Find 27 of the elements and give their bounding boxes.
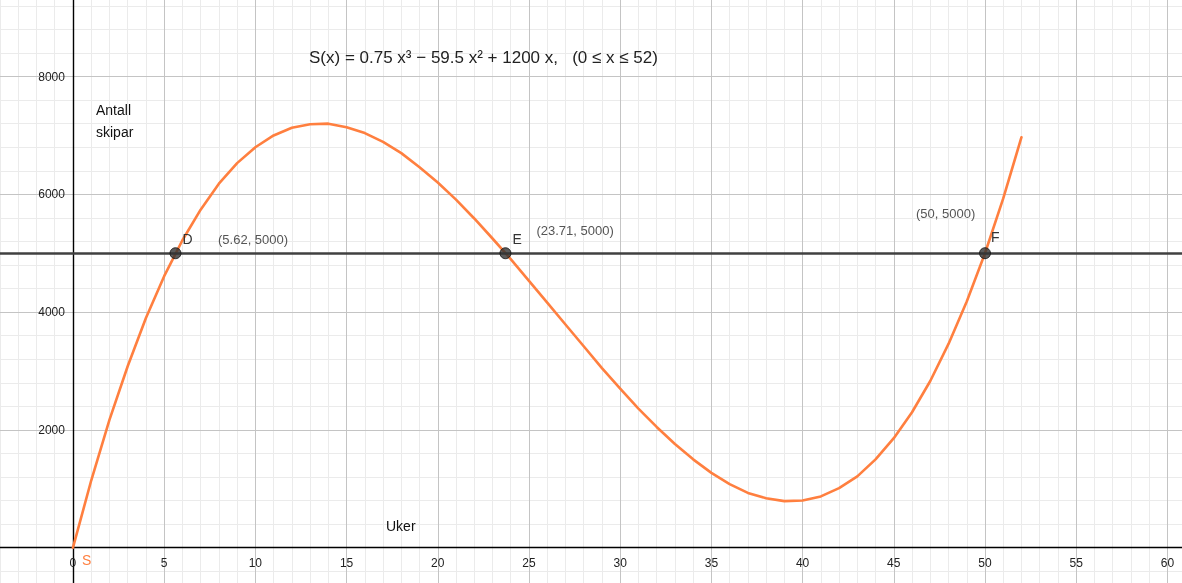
x-tick-label: 15 (339, 555, 354, 570)
annotation: F (991, 229, 1000, 246)
x-tick-label: 60 (1160, 555, 1175, 570)
x-tick-label: 30 (613, 555, 628, 570)
x-tick-label: 5 (160, 555, 168, 570)
series-label: S (81, 551, 92, 568)
y-tick-label: 4000 (38, 305, 66, 320)
line-series (71, 122, 1023, 549)
annotation: E (512, 231, 522, 248)
y-axis-title: Antall skipar (96, 102, 135, 140)
y-tick-label: 6000 (38, 187, 66, 202)
x-tick-label: 25 (522, 555, 536, 570)
x-tick-label: 10 (248, 555, 263, 570)
x-tick-label: 50 (978, 555, 992, 570)
text: S(x) = 0.75 x³ − 59.5 x² + 1200 x, (0 ≤ x ≤ 52) (309, 48, 658, 67)
annotation: (23.71, 5000) (536, 223, 614, 239)
x-tick-label: 45 (887, 555, 901, 570)
y-tick-label: 8000 (38, 69, 66, 84)
x-tick-label: 20 (431, 555, 445, 570)
x-axis-title: Uker (386, 518, 416, 534)
annotation: D (182, 231, 193, 248)
x-tick-label: 55 (1069, 555, 1084, 570)
x-tick-label: 35 (704, 555, 719, 570)
x-tick-label: 40 (795, 555, 810, 570)
y-tick-label: 2000 (38, 422, 66, 437)
annotation: (5.62, 5000) (218, 232, 289, 247)
annotation: (50, 5000) (916, 206, 976, 221)
